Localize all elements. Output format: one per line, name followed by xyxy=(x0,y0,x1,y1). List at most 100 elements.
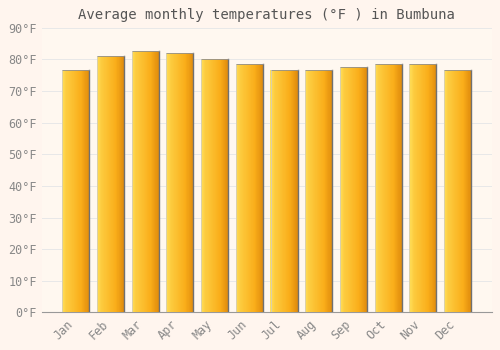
Bar xyxy=(383,64,384,313)
Bar xyxy=(187,53,188,313)
Bar xyxy=(260,64,262,313)
Bar xyxy=(283,70,284,313)
Bar xyxy=(174,53,175,313)
Bar xyxy=(218,59,219,313)
Bar xyxy=(71,70,72,313)
Bar xyxy=(114,56,115,313)
Bar xyxy=(76,70,77,313)
Bar xyxy=(362,67,364,313)
Bar xyxy=(309,70,310,313)
Bar xyxy=(428,64,429,313)
Bar xyxy=(227,59,228,313)
Bar xyxy=(379,64,380,313)
Bar xyxy=(248,64,249,313)
Bar xyxy=(396,64,397,313)
Bar xyxy=(100,56,101,313)
Bar xyxy=(426,64,428,313)
Bar xyxy=(109,56,110,313)
Bar xyxy=(73,70,74,313)
Bar xyxy=(67,70,68,313)
Bar xyxy=(414,64,415,313)
Bar xyxy=(313,70,314,313)
Bar xyxy=(152,51,153,313)
Bar xyxy=(330,70,331,313)
Bar xyxy=(74,70,75,313)
Bar xyxy=(143,51,144,313)
Bar xyxy=(77,70,78,313)
Bar xyxy=(123,56,124,313)
Bar xyxy=(167,53,168,313)
Bar xyxy=(151,51,152,313)
Bar xyxy=(62,70,64,313)
Bar xyxy=(356,67,357,313)
Bar xyxy=(350,67,351,313)
Bar xyxy=(191,53,192,313)
Bar xyxy=(353,67,354,313)
Bar xyxy=(419,64,420,313)
Bar xyxy=(377,64,378,313)
Bar xyxy=(380,64,381,313)
Bar xyxy=(226,59,227,313)
Bar xyxy=(186,53,187,313)
Bar xyxy=(366,67,367,313)
Bar xyxy=(101,56,102,313)
Bar xyxy=(308,70,309,313)
Bar xyxy=(205,59,206,313)
Bar xyxy=(382,64,383,313)
Bar xyxy=(465,70,466,313)
Bar xyxy=(359,67,360,313)
Bar xyxy=(134,51,135,313)
Bar xyxy=(87,70,88,313)
Bar xyxy=(365,67,366,313)
Bar xyxy=(246,64,247,313)
Bar xyxy=(278,70,279,313)
Bar xyxy=(427,64,428,313)
Bar xyxy=(149,51,150,313)
Bar xyxy=(349,67,350,313)
Bar xyxy=(470,70,471,313)
Bar xyxy=(190,53,192,313)
Bar xyxy=(385,64,386,313)
Bar xyxy=(224,59,225,313)
Bar xyxy=(424,64,425,313)
Bar xyxy=(463,70,464,313)
Bar xyxy=(415,64,416,313)
Bar xyxy=(312,70,313,313)
Bar xyxy=(177,53,178,313)
Bar xyxy=(342,67,343,313)
Bar xyxy=(469,70,470,313)
Bar xyxy=(189,53,190,313)
Bar xyxy=(176,53,177,313)
Bar xyxy=(216,59,217,313)
Bar xyxy=(203,59,204,313)
Bar xyxy=(252,64,253,313)
Bar xyxy=(363,67,364,313)
Bar xyxy=(119,56,120,313)
Bar xyxy=(84,70,85,313)
Bar xyxy=(66,70,67,313)
Bar xyxy=(98,56,99,313)
Bar xyxy=(253,64,254,313)
Bar xyxy=(314,70,315,313)
Bar xyxy=(316,70,317,313)
Bar xyxy=(392,64,393,313)
Bar xyxy=(168,53,169,313)
Bar xyxy=(280,70,281,313)
Bar xyxy=(240,64,241,313)
Bar xyxy=(355,67,356,313)
Bar xyxy=(256,64,257,313)
Bar xyxy=(418,64,419,313)
Bar xyxy=(247,64,248,313)
Bar xyxy=(250,64,251,313)
Bar xyxy=(69,70,70,313)
Bar xyxy=(144,51,145,313)
Bar xyxy=(97,56,98,313)
Bar xyxy=(294,70,295,313)
Bar xyxy=(78,70,79,313)
Bar xyxy=(374,64,375,313)
Bar xyxy=(416,64,417,313)
Bar xyxy=(322,70,323,313)
Bar xyxy=(311,70,312,313)
Bar xyxy=(344,67,345,313)
Bar xyxy=(275,70,276,313)
